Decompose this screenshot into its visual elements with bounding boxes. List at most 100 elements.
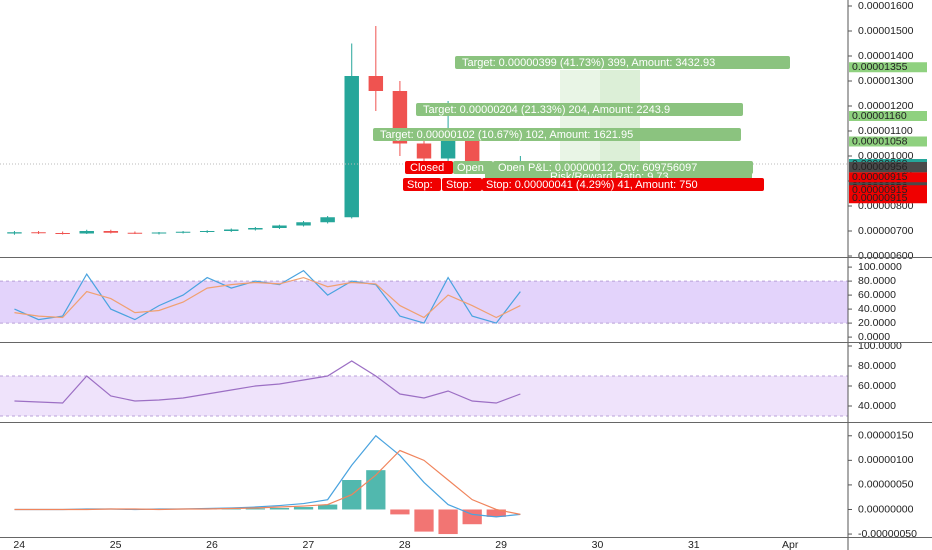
candle-body bbox=[151, 232, 167, 234]
price-badge bbox=[849, 172, 927, 183]
stop-label: Stop: bbox=[407, 179, 433, 191]
x-tick-label: 27 bbox=[303, 539, 315, 550]
y-tick-label: 20.0000 bbox=[858, 317, 896, 329]
band bbox=[0, 376, 848, 416]
stop-box bbox=[403, 178, 441, 191]
pnl-label: Open P&L: 0.00000012, Qty: 609756097 bbox=[498, 162, 697, 174]
candle-body bbox=[79, 231, 94, 234]
x-tick-label: 28 bbox=[399, 539, 411, 550]
candle-body bbox=[127, 232, 143, 234]
stop-box bbox=[482, 178, 764, 191]
stop-box bbox=[442, 178, 482, 191]
y-tick-label: 0.0000 bbox=[858, 331, 890, 343]
y-tick-label: 0.00001100 bbox=[858, 125, 913, 137]
candle-body bbox=[368, 76, 384, 91]
indicator-line bbox=[14, 449, 521, 515]
x-tick-label: Apr bbox=[782, 539, 799, 550]
candle-body bbox=[344, 76, 359, 218]
histogram-bar bbox=[462, 509, 482, 525]
price-badge-label: 0.00000915 bbox=[852, 192, 908, 204]
target-box bbox=[455, 56, 790, 69]
annotations: Target: 0.00000399 (41.73%) 399, Amount:… bbox=[373, 56, 790, 191]
histogram-bar bbox=[438, 509, 458, 535]
target-box bbox=[373, 128, 741, 141]
price-badge-label: 0.00001058 bbox=[852, 135, 908, 147]
x-tick-label: 26 bbox=[206, 539, 218, 550]
x-tick-label: 30 bbox=[592, 539, 604, 550]
y-tick-label: -0.00000050 bbox=[858, 528, 917, 540]
y-tick-label: 0.00001500 bbox=[858, 25, 914, 37]
y-tick-label: 40.0000 bbox=[858, 400, 896, 412]
y-tick-label: 0.00000600 bbox=[858, 250, 914, 262]
closed-box bbox=[405, 161, 453, 174]
target-zone-inner bbox=[600, 70, 640, 165]
candle-body bbox=[31, 232, 46, 234]
candle-body bbox=[296, 222, 311, 226]
candle-body bbox=[175, 231, 191, 233]
histogram-bar bbox=[486, 509, 506, 517]
open-box bbox=[453, 161, 493, 174]
y-tick-label: 0.00001400 bbox=[858, 50, 914, 62]
y-tick-label: 40.0000 bbox=[858, 303, 896, 315]
candle-body bbox=[248, 228, 263, 230]
x-tick-label: 25 bbox=[110, 539, 122, 550]
candle-body bbox=[103, 231, 119, 233]
x-tick-label: 29 bbox=[495, 539, 507, 550]
indicator-line bbox=[14, 276, 521, 319]
open-label: Open bbox=[457, 162, 484, 174]
y-tick-label: 0.00000000 bbox=[858, 503, 914, 515]
y-tick-label: 0.00001000 bbox=[858, 150, 914, 162]
y-tick-label: 60.0000 bbox=[858, 380, 896, 392]
y-tick-label: 80.0000 bbox=[858, 275, 896, 287]
price-badge bbox=[849, 62, 927, 73]
candle-body bbox=[7, 232, 22, 234]
target-box bbox=[416, 103, 743, 116]
histogram-bar bbox=[269, 508, 290, 510]
candle-body bbox=[224, 229, 239, 231]
y-tick-label: 0.00000050 bbox=[858, 479, 914, 491]
price-badge bbox=[849, 193, 927, 204]
histogram-bar bbox=[245, 508, 265, 510]
candle-body bbox=[55, 233, 70, 234]
histogram-bar bbox=[318, 504, 338, 510]
histogram-bar bbox=[390, 509, 410, 515]
axis-background bbox=[848, 0, 932, 550]
price-badge-label: 0.00001355 bbox=[852, 61, 908, 73]
stop-label: Stop: bbox=[446, 179, 472, 191]
y-tick-label: 100.0000 bbox=[858, 340, 902, 352]
price-badge bbox=[849, 185, 927, 196]
price-badge bbox=[849, 111, 927, 121]
target-label: Target: 0.00000399 (41.73%) 399, Amount:… bbox=[462, 57, 715, 69]
price-badge-label: 0.00000915 bbox=[852, 171, 908, 183]
y-tick-label: 0.00001200 bbox=[858, 100, 914, 112]
stop-label: Stop: 0.00000041 (4.29%) 41, Amount: 750 bbox=[486, 179, 698, 191]
y-tick-label: 0.00000700 bbox=[858, 225, 914, 237]
histogram-bar bbox=[414, 509, 434, 532]
candle-body bbox=[199, 231, 215, 232]
closed-label: Closed bbox=[410, 162, 444, 174]
target-label: Target: 0.00000102 (10.67%) 102, Amount:… bbox=[380, 129, 633, 141]
price-axis: 0.000006000.000007000.000008000.00000900… bbox=[848, 0, 932, 550]
indicator-line bbox=[14, 360, 521, 404]
price-badge bbox=[849, 162, 927, 172]
y-tick-label: 0.00001600 bbox=[858, 0, 914, 12]
y-tick-label: 0.00001300 bbox=[858, 75, 914, 87]
y-tick-label: 0.00000150 bbox=[858, 430, 914, 442]
target-label: Target: 0.00000204 (21.33%) 204, Amount:… bbox=[423, 104, 670, 116]
x-tick-label: 24 bbox=[13, 539, 25, 550]
pnl-box bbox=[493, 161, 753, 174]
candle-body bbox=[272, 225, 287, 228]
candle-body bbox=[320, 217, 335, 223]
histogram-bar bbox=[366, 470, 386, 510]
candle-body bbox=[440, 141, 456, 159]
candle-body bbox=[416, 143, 432, 159]
histogram-bar bbox=[293, 507, 314, 510]
y-tick-label: 0.00000100 bbox=[858, 454, 914, 466]
price-badge-label: 0.00000956 bbox=[852, 161, 908, 173]
y-tick-label: 60.0000 bbox=[858, 289, 896, 301]
x-tick-label: 31 bbox=[688, 539, 700, 550]
y-tick-label: 100.0000 bbox=[858, 261, 902, 273]
price-badge bbox=[849, 136, 927, 147]
